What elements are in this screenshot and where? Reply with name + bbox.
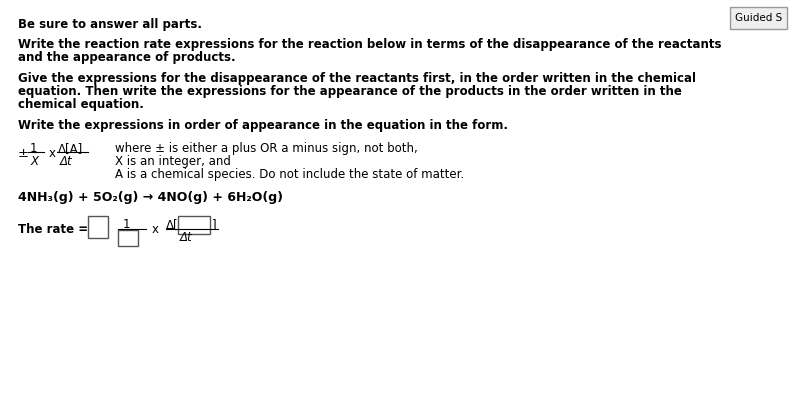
Text: 4NH₃(g) + 5O₂(g) → 4NO(g) + 6H₂O(g): 4NH₃(g) + 5O₂(g) → 4NO(g) + 6H₂O(g) [18, 191, 283, 204]
Text: Δ[A]: Δ[A] [58, 142, 84, 155]
Text: and the appearance of products.: and the appearance of products. [18, 51, 236, 64]
Bar [118, 230, 138, 246]
Text: equation. Then write the expressions for the appearance of the products in the o: equation. Then write the expressions for… [18, 85, 682, 98]
Text: x: x [49, 147, 56, 160]
Text: Give the expressions for the disappearance of the reactants first, in the order : Give the expressions for the disappearan… [18, 72, 696, 85]
Text: X is an integer, and: X is an integer, and [115, 155, 231, 168]
Text: Δt: Δt [60, 155, 72, 168]
Text: chemical equation.: chemical equation. [18, 98, 144, 111]
Text: x: x [152, 223, 159, 236]
Text: ]: ] [212, 218, 217, 231]
Text: The rate =: The rate = [18, 223, 88, 236]
Text: Write the reaction rate expressions for the reaction below in terms of the disap: Write the reaction rate expressions for … [18, 38, 721, 51]
Text: Write the expressions in order of appearance in the equation in the form.: Write the expressions in order of appear… [18, 119, 508, 132]
Text: Guided S: Guided S [735, 13, 782, 23]
Bar [178, 216, 210, 234]
Text: where ± is either a plus OR a minus sign, not both,: where ± is either a plus OR a minus sign… [115, 142, 418, 155]
Text: X: X [30, 155, 38, 168]
Bar [88, 216, 108, 238]
Text: Δ[: Δ[ [166, 218, 178, 231]
FancyBboxPatch shape [730, 7, 787, 29]
Text: 1: 1 [30, 142, 37, 155]
Text: A is a chemical species. Do not include the state of matter.: A is a chemical species. Do not include … [115, 168, 464, 181]
Text: ±: ± [18, 147, 29, 160]
Text: Δt: Δt [180, 231, 193, 244]
Text: 1: 1 [123, 218, 131, 231]
Text: Be sure to answer all parts.: Be sure to answer all parts. [18, 18, 202, 31]
